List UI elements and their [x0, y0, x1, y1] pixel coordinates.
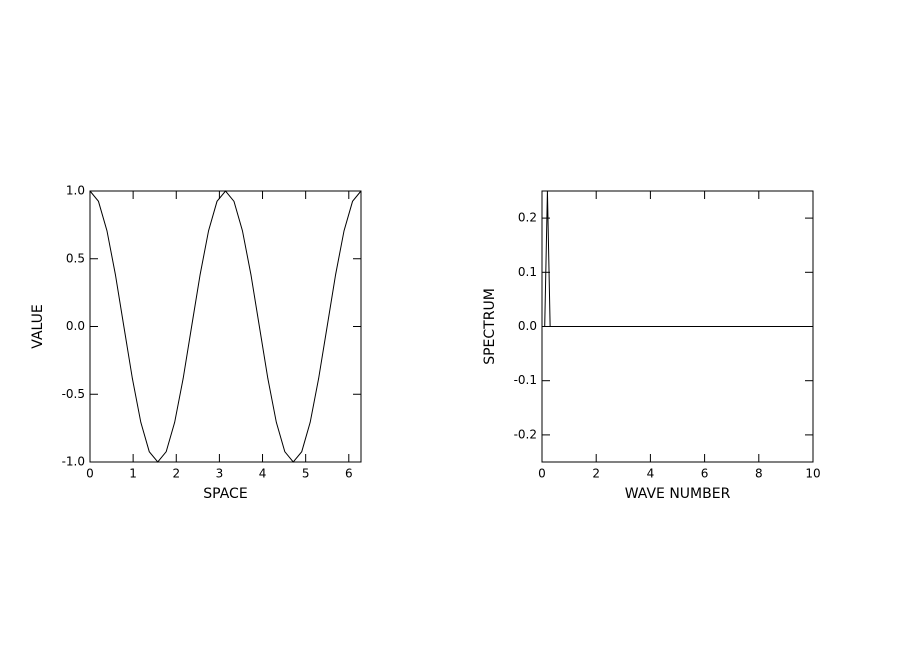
- x-tick-label: 6: [701, 467, 709, 481]
- y-axis-label: VALUE: [30, 304, 46, 348]
- x-tick-label: 5: [302, 467, 310, 481]
- plot-frame: [89, 190, 362, 463]
- x-tick-label: 0: [538, 467, 546, 481]
- x-tick-label: 3: [216, 467, 224, 481]
- x-tick-label: 1: [129, 467, 137, 481]
- data-line: [542, 190, 813, 327]
- y-tick-label: 0.0: [518, 319, 537, 333]
- y-tick-label: -1.0: [62, 455, 85, 469]
- x-axis-label: SPACE: [203, 486, 247, 502]
- y-tick-label: 0.0: [66, 319, 85, 333]
- data-line: [89, 190, 362, 463]
- x-tick-label: 0: [86, 467, 94, 481]
- y-tick-label: 0.5: [66, 251, 85, 265]
- y-tick-label: 0.2: [518, 211, 537, 225]
- y-tick-label: 1.0: [66, 184, 85, 198]
- x-tick-label: 10: [805, 467, 820, 481]
- x-tick-label: 4: [647, 467, 655, 481]
- x-tick-label: 8: [755, 467, 763, 481]
- x-tick-label: 2: [172, 467, 180, 481]
- x-tick-label: 4: [259, 467, 267, 481]
- y-tick-label: -0.2: [514, 427, 537, 441]
- y-axis-label: SPECTRUM: [482, 288, 498, 365]
- x-tick-label: 6: [345, 467, 353, 481]
- x-tick-label: 2: [592, 467, 600, 481]
- x-axis-label: WAVE NUMBER: [625, 486, 731, 502]
- y-tick-label: -0.1: [514, 373, 537, 387]
- y-tick-label: -0.5: [62, 387, 85, 401]
- y-tick-label: 0.1: [518, 265, 537, 279]
